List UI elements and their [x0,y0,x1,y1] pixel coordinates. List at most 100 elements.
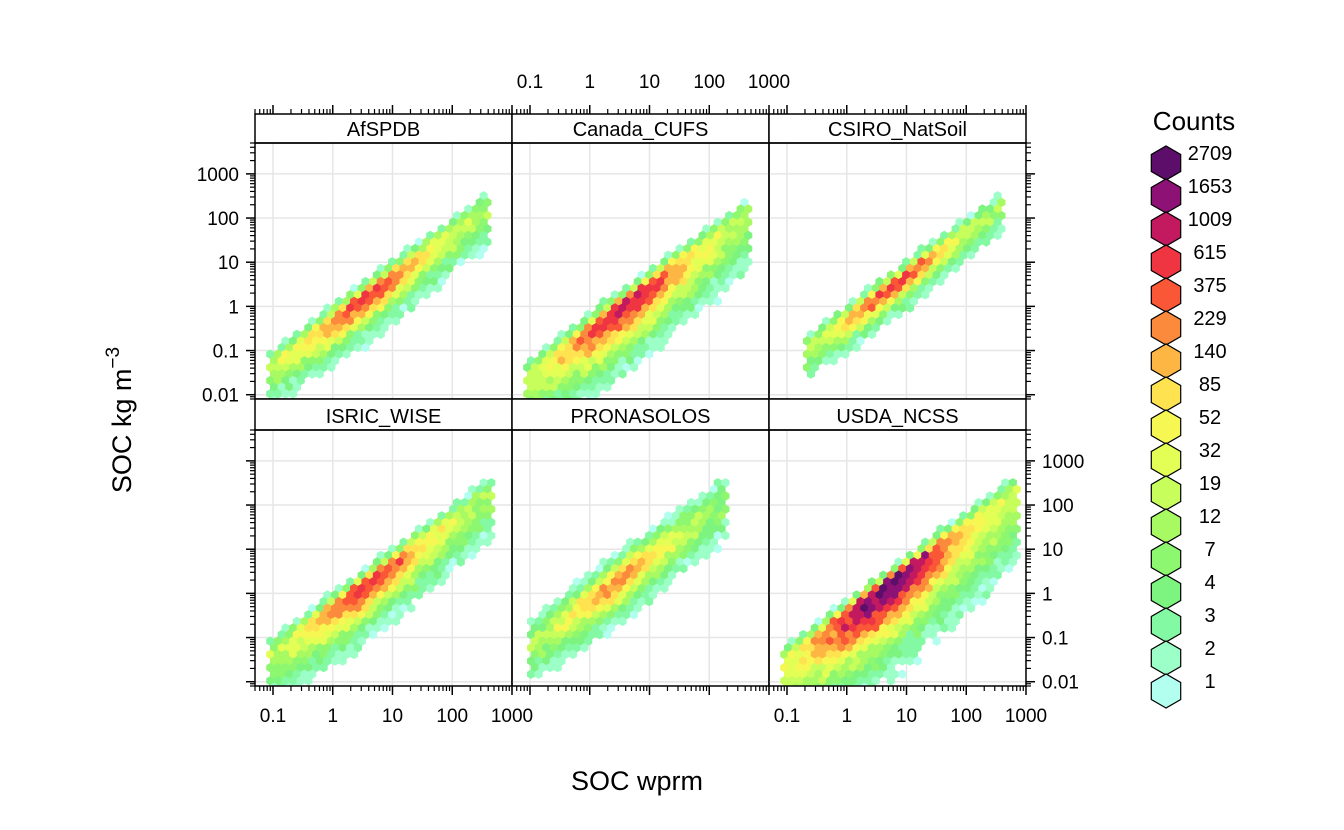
hexbin-cell [709,224,718,234]
hexbin-cell [668,530,677,541]
hexbin-cell [648,342,658,353]
hexbin-cell [974,550,983,561]
hexbin-cell [534,656,543,666]
hexbin-cell [732,263,741,274]
hexbin-cell [468,550,477,561]
x-tick-label: 1 [584,72,595,93]
hexbin-cell [572,577,581,587]
hexbin-cell [588,369,597,379]
hexbin-cell [353,643,362,653]
hexbin-cell [698,257,707,267]
hexbin-cell [591,583,600,594]
hexbin-cell [530,649,539,660]
hexbin-cell [721,478,730,488]
hexbin-cell [580,369,589,379]
hexbin-cell [913,590,922,600]
hexbin-cell [725,224,734,234]
hexbin-cell [993,217,1002,227]
y-axis-title: SOC kg m−3 [103,347,137,493]
hexbin-cell [917,283,926,293]
hexbin-cell [985,217,995,227]
hexbin-cell [607,336,616,346]
hexbin-cell [902,610,911,620]
hexbin-cell [557,603,566,613]
y-axis-ticks [246,429,255,687]
hexbin-cell [795,649,804,660]
hexbin-cell [437,577,446,587]
hexbin-cell [875,629,884,640]
hexbin-cell [966,511,975,521]
hexbin-cell [633,290,642,300]
hexbin-cell [614,610,623,620]
hexbin-cell [365,623,374,633]
hexbin-cell [736,270,745,280]
hexbin-cell [921,590,930,600]
hexbin-cell [970,217,979,227]
hexbin-cell [648,524,658,534]
hexbin-cell [955,570,964,580]
hexbin-cell [542,356,551,366]
hexbin-cell [441,243,450,254]
x-tick-label: 0.1 [260,706,286,727]
hexbin-cell [841,309,850,320]
hexbin-cell [905,577,915,587]
hexbin-cell [687,497,696,508]
hexbin-cell [837,629,846,640]
hexbin-cell [925,544,934,554]
hexbin-cell [483,511,492,521]
hexbin-cell [675,530,684,541]
hexbin-cell [905,643,915,653]
hexbin-cell [683,504,692,514]
hexbin-cell [822,682,831,686]
hexbin-cell [622,362,631,373]
hexbin-cell [365,336,374,346]
hexbin-cell [875,316,884,326]
hexbin-cell [626,577,635,587]
hexbin-cell [860,603,869,613]
hexbin-cell [841,610,850,620]
hexbin-cell [932,557,941,567]
hexbin-cell [595,342,604,353]
hexbin-cell [822,329,831,340]
hexbin-cell [319,623,328,633]
hexbin-cell [833,323,842,333]
hexbin-cell [380,610,389,620]
hexbin-cell [629,570,638,580]
hexbin-cell [709,537,718,547]
hexbin-cell [898,616,907,627]
hexbin-cell [327,309,336,320]
hexbin-cell [633,537,642,547]
hexbin-cell [580,316,589,326]
hexbin-cell [818,323,827,333]
hexbin-cell [871,649,880,660]
hexbin-cell [342,596,351,607]
hexbin-cell [890,276,899,287]
strip-label: PRONASOLOS [570,406,710,428]
hexbin-cell [479,243,488,254]
hexbin-cell [607,323,616,333]
hexbin-cell [346,629,355,640]
hexbin-cell [637,270,646,280]
hexbin-cell [905,290,915,300]
hexbin-cell [342,583,351,594]
y-tick-label: 0.1 [213,342,239,363]
hexbin-cell [353,316,362,326]
hexbin-cell [369,303,378,313]
hexbin-cell [369,316,378,326]
hexbin-cell [648,303,658,313]
hexbin-cell [648,290,658,300]
hexbin-cell [679,276,688,287]
hexbin-cell [997,550,1006,561]
hexbin-cell [694,303,703,313]
hexbin-cell [395,309,404,320]
y-axis-ticks [1026,142,1035,400]
hexbin-cell [717,237,726,247]
legend-swatch [1150,541,1182,577]
hexbin-cell [289,623,298,633]
hexbin-cell [947,530,956,541]
legend-label: 1653 [1188,176,1233,198]
hexbin-cell [568,583,577,594]
legend-label: 7 [1204,539,1215,561]
hexbin-cell [668,283,677,293]
hexbin-cell [399,290,408,300]
